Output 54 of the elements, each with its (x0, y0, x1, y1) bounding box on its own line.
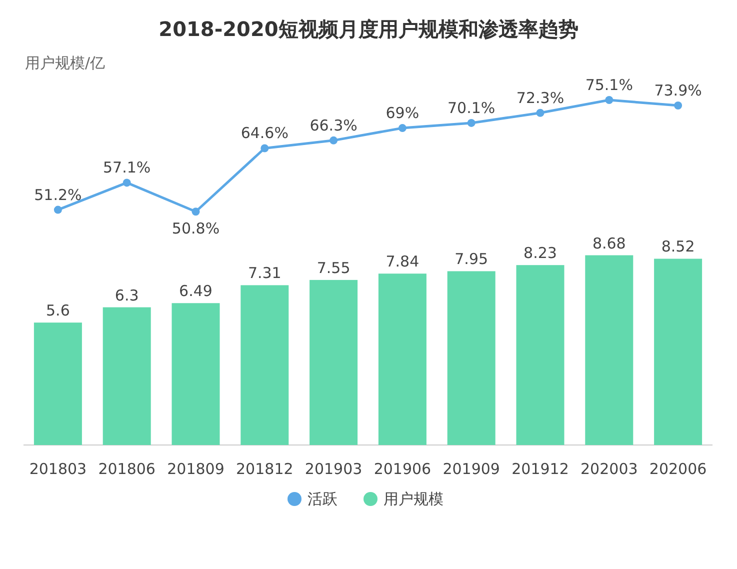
bar (172, 303, 220, 445)
data-label: 72.3% (516, 88, 564, 107)
data-label: 7.84 (386, 252, 420, 271)
point (674, 102, 682, 110)
data-label: 57.1% (103, 158, 151, 177)
legend-label: 活跃 (308, 490, 338, 508)
point (54, 206, 62, 214)
bar (310, 280, 358, 445)
data-label: 66.3% (310, 116, 358, 134)
x-tick-label: 201903 (304, 460, 362, 478)
bar (378, 274, 426, 445)
x-tick-label: 201803 (29, 460, 87, 478)
x-tick-label: 201806 (98, 460, 156, 478)
data-label: 69% (386, 104, 420, 122)
point (330, 136, 338, 144)
text: 用户规模/亿 (25, 54, 106, 72)
data-label: 70.1% (448, 98, 496, 117)
x-tick-label: 201906 (374, 460, 432, 478)
point (122, 178, 131, 187)
bar (516, 265, 564, 445)
data-label: 75.1% (585, 76, 633, 94)
x-tick-label: 201809 (167, 460, 224, 478)
data-label: 7.55 (316, 258, 350, 277)
point (605, 96, 614, 104)
data-label: 8.23 (524, 244, 557, 262)
bar (240, 285, 289, 445)
data-label: 51.2% (34, 186, 82, 204)
point (192, 208, 200, 216)
bar (447, 271, 496, 445)
data-label: 7.95 (454, 250, 488, 268)
data-label: 8.68 (592, 234, 626, 252)
point (398, 124, 406, 132)
chart-title: 2018-2020短视频月度用户规模和渗透率趋势 (158, 17, 578, 41)
bar (585, 255, 634, 445)
bar (34, 322, 82, 445)
x-tick-label: 201812 (236, 460, 294, 478)
data-label: 6.49 (179, 282, 212, 300)
point (260, 144, 269, 152)
point (467, 118, 476, 127)
point (536, 108, 544, 117)
data-label: 5.6 (46, 302, 70, 320)
data-label: 6.3 (114, 286, 139, 304)
x-tick-label: 202003 (580, 460, 638, 478)
data-label: 7.31 (248, 264, 282, 282)
legend-label: 用户规模 (384, 490, 444, 508)
bar (102, 307, 151, 445)
data-label: 64.6% (240, 124, 288, 142)
data-label: 73.9% (654, 82, 702, 100)
data-label: 8.52 (661, 238, 695, 256)
bar (654, 258, 702, 445)
x-tick-label: 201912 (512, 460, 569, 478)
data-label: 50.8% (172, 220, 220, 238)
x-tick-label: 201909 (442, 460, 500, 478)
x-tick-label: 202006 (649, 460, 707, 478)
